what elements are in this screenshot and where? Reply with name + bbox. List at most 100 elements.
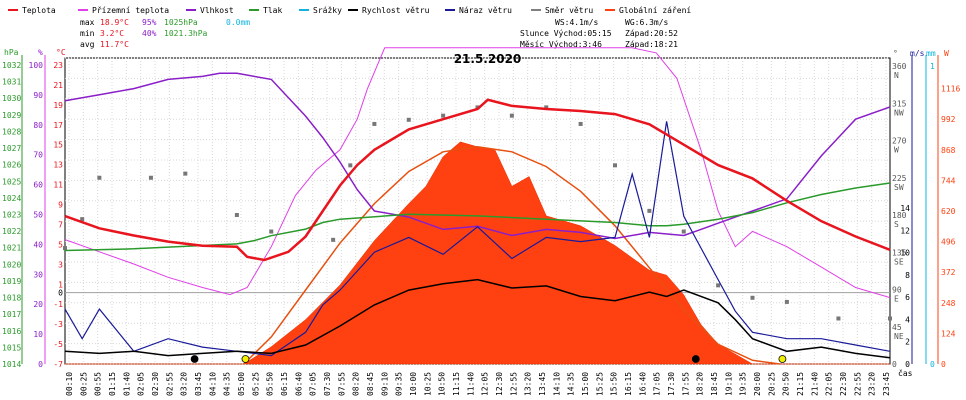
x-tick-label: 17:30 [667, 372, 676, 396]
axis-hpa-tick: 1018 [2, 294, 21, 303]
wind-dir-point [148, 175, 153, 180]
astro-text: Slunce Východ:05:15 [520, 29, 612, 38]
x-tick-label: 02:30 [151, 372, 160, 396]
axis-dir-label: SW [894, 183, 904, 192]
x-tick-label: 15:25 [595, 372, 604, 396]
astro-info: WS:4.1m/s WG:6.3m/s Slunce Východ:05:15 Záp… [520, 18, 678, 49]
x-tick-label: 05:50 [266, 372, 275, 396]
legend-label: Tlak [263, 6, 282, 15]
axis-pct-tick: 90 [33, 91, 43, 100]
axis-temp-tick: 17 [53, 121, 63, 130]
marker-sunrise [241, 355, 250, 363]
series-ground-temp [64, 47, 891, 299]
axis-zero-label: 0 [58, 289, 63, 298]
legend-label: Směr větru [545, 6, 593, 15]
axis-temp-tick: -7 [53, 360, 63, 369]
series-wind-speed [64, 278, 891, 359]
wind-dir-point [234, 213, 239, 217]
x-tick-label: 22:05 [825, 372, 834, 396]
axis-hpa-tick: 1032 [2, 61, 21, 70]
axis-dir-tick: 45 [892, 323, 902, 332]
wind-dir-point [544, 105, 549, 110]
plot-area: 21.5.2020 [63, 47, 892, 365]
axis-hpa-tick: 1020 [2, 260, 21, 269]
x-tick-label: 01:15 [108, 372, 117, 396]
x-tick-label: 14:35 [567, 372, 576, 396]
x-tick-label: 02:55 [165, 372, 174, 396]
axis-w-unit: W [944, 49, 949, 58]
axes: hPa1032103110301029102810271026102510241… [2, 48, 960, 396]
x-tick-label: 15:50 [610, 372, 619, 396]
x-tick-label: 19:10 [724, 372, 733, 396]
x-tick-label: 09:10 [380, 372, 389, 396]
axis-temp-tick: 5 [58, 240, 63, 249]
legend-label: Globální záření [619, 6, 691, 15]
axis-w-tick: 992 [941, 115, 956, 124]
x-tick-label: 10:25 [423, 372, 432, 396]
wind-dir-point [80, 217, 85, 222]
axis-mm-tick: 1 [930, 62, 935, 71]
x-tick-label: 21:40 [810, 372, 819, 396]
series-pressure [64, 182, 891, 252]
axis-hpa-tick: 1025 [2, 177, 21, 186]
astro-text: Západ:20:52 [625, 29, 678, 38]
wind-dir-point [63, 246, 67, 251]
axis-ms-tick: 2 [905, 338, 910, 347]
axis-dir-tick: 360 [892, 62, 907, 71]
axis-hpa-tick: 1029 [2, 111, 21, 120]
x-tick-label: 14:10 [552, 372, 561, 396]
axis-dir-label: W [894, 146, 899, 155]
x-tick-label: 00:25 [79, 372, 88, 396]
axis-hpa-tick: 1027 [2, 144, 21, 153]
axis-mm-unit: mm [926, 49, 936, 58]
axis-temp-tick: -5 [53, 340, 63, 349]
stat-text: 3.2°C [100, 29, 124, 38]
axis-pct-tick: 100 [29, 61, 44, 70]
wind-dir-point [578, 121, 583, 126]
x-tick-label: 07:55 [337, 372, 346, 396]
wind-dir-point [750, 295, 755, 300]
x-tick-label: 07:30 [323, 372, 332, 396]
axis-hpa-tick: 1030 [2, 94, 21, 103]
stat-text: max [80, 18, 95, 27]
stat-text: 11.7°C [100, 40, 129, 49]
axis-ms-tick: 12 [900, 226, 910, 235]
axis-temp-tick: 11 [53, 181, 63, 190]
x-tick-label: 20:50 [782, 372, 791, 396]
legend: Teplota Přízemní teplota Vlhkost Tlak Srážky… [8, 6, 691, 15]
axis-dir-label: E [894, 295, 899, 304]
stat-text: 1025hPa [164, 18, 198, 27]
axis-temp-tick: 21 [53, 81, 63, 90]
x-tick-label: 22:55 [853, 372, 862, 396]
axis-w-tick: 744 [941, 176, 956, 185]
axis-temp-tick: 15 [53, 141, 63, 150]
x-tick-label: 21:15 [796, 372, 805, 396]
axis-hpa-tick: 1016 [2, 327, 21, 336]
x-tick-label: 17:05 [653, 372, 662, 396]
x-tick-label: 04:10 [208, 372, 217, 396]
stat-text: 0.0mm [226, 18, 250, 27]
wind-dir-point [97, 175, 102, 180]
axis-pct-tick: 20 [33, 300, 43, 309]
x-tick-label: 09:35 [395, 372, 404, 396]
axis-dir-tick: 315 [892, 99, 907, 108]
wind-dir-point [888, 316, 892, 321]
axis-hpa-unit: hPa [4, 48, 19, 57]
axis-pct-unit: % [38, 48, 43, 57]
axis-dir-tick: 270 [892, 137, 907, 146]
x-tick-label: 22:30 [839, 372, 848, 396]
x-tick-label: 06:40 [294, 372, 303, 396]
axis-dir-tick: 135 [892, 248, 907, 257]
wind-dir-point [716, 283, 721, 288]
axis-pct-tick: 10 [33, 330, 43, 339]
wind-dir-point [681, 229, 686, 234]
axis-w-tick: 868 [941, 146, 956, 155]
x-tick-label: 10:50 [438, 372, 447, 396]
axis-w-tick: 496 [941, 238, 956, 247]
wind-dir-point [348, 163, 353, 168]
axis-pct-tick: 40 [33, 240, 43, 249]
axis-hpa-tick: 1026 [2, 161, 21, 170]
stat-text: 40% [142, 29, 157, 38]
axis-ms-tick: 14 [900, 204, 910, 213]
